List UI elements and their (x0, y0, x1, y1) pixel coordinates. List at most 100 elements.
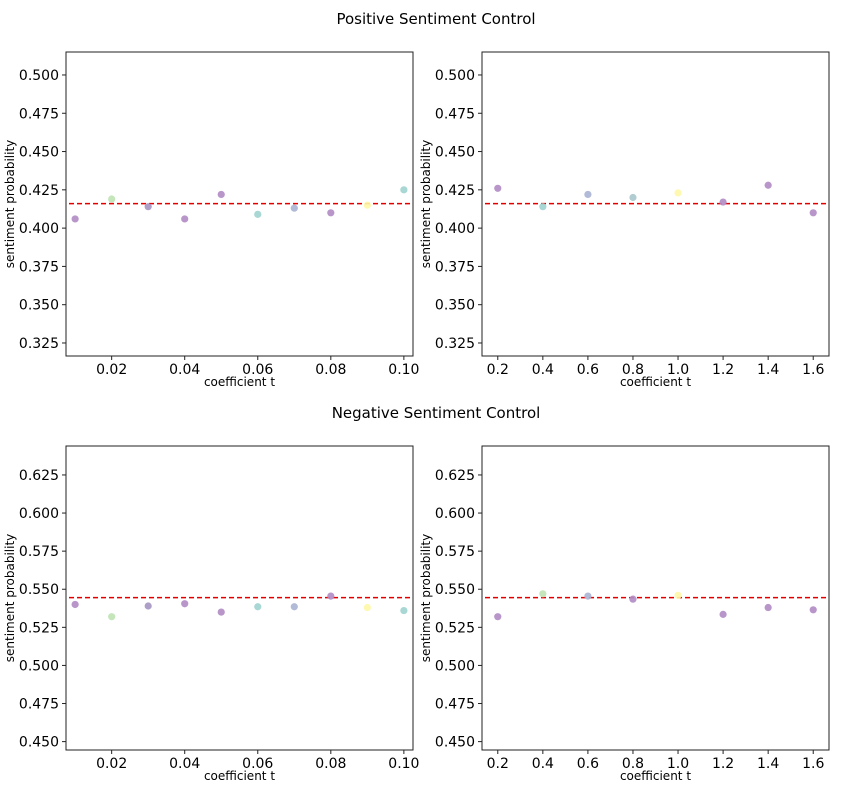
y-tick-label: 0.575 (435, 544, 475, 560)
negative-right-panel: 0.450 0.475 0.500 0.525 0.550 0.575 0.600 0.625… (419, 445, 830, 783)
data-point (254, 210, 262, 218)
x-tick-label: 0.4 (532, 756, 554, 772)
data-point (144, 203, 152, 211)
data-point (584, 592, 592, 600)
data-point (327, 209, 335, 217)
data-point (108, 195, 116, 203)
data-point (363, 201, 371, 209)
y-tick-label: 0.375 (435, 259, 475, 275)
y-tick-label: 0.500 (435, 658, 475, 674)
data-point (674, 591, 682, 599)
y-tick-label: 0.525 (19, 620, 59, 636)
x-tick-label: 0.04 (169, 756, 200, 772)
x-axis-label: coefficient t (620, 375, 691, 389)
x-tick-label: 0.2 (487, 362, 509, 378)
x-tick-label: 1.4 (757, 756, 779, 772)
x-tick-label: 0.08 (315, 362, 346, 378)
x-tick-label: 0.04 (169, 362, 200, 378)
y-axis-label: sentiment probability (419, 140, 433, 269)
y-tick-label: 0.500 (435, 68, 475, 84)
y-tick-label: 0.425 (435, 183, 475, 199)
x-axis-label: coefficient t (620, 769, 691, 783)
data-point (144, 602, 152, 610)
data-point (327, 592, 335, 600)
x-tick-label: 0.02 (96, 362, 127, 378)
x-tick-label: 0.02 (96, 756, 127, 772)
y-tick-label: 0.500 (19, 658, 59, 674)
negative-group-title: Negative Sentiment Control (332, 404, 541, 422)
y-axis-label: sentiment probability (3, 534, 17, 663)
data-point (539, 203, 547, 211)
x-tick-label: 1.2 (712, 756, 734, 772)
y-tick-label: 0.550 (435, 582, 475, 598)
x-tick-label: 1.2 (712, 362, 734, 378)
data-point (674, 189, 682, 197)
data-point (809, 209, 817, 217)
data-point (539, 590, 547, 598)
x-tick-label: 1.6 (802, 756, 824, 772)
positive-right-panel: 0.325 0.350 0.375 0.400 0.425 0.450 0.475 0.500… (419, 51, 830, 389)
x-axis-label: coefficient t (204, 375, 275, 389)
y-tick-label: 0.600 (435, 506, 475, 522)
x-tick-label: 1.0 (667, 756, 689, 772)
x-tick-label: 1.4 (757, 362, 779, 378)
x-tick-label: 0.8 (622, 756, 644, 772)
data-point (71, 215, 79, 223)
y-tick-label: 0.450 (435, 145, 475, 161)
y-tick-label: 0.450 (19, 735, 59, 751)
y-tick-label: 0.450 (19, 145, 59, 161)
y-tick-label: 0.575 (19, 544, 59, 560)
y-tick-label: 0.325 (19, 336, 59, 352)
data-point (217, 190, 225, 199)
x-tick-label: 0.4 (532, 362, 554, 378)
positive-group-title: Positive Sentiment Control (336, 10, 535, 28)
data-point (181, 215, 189, 223)
y-tick-label: 0.600 (19, 506, 59, 522)
y-tick-label: 0.625 (19, 468, 59, 484)
y-tick-label: 0.350 (435, 298, 475, 314)
y-tick-label: 0.425 (19, 183, 59, 199)
data-point (494, 184, 502, 192)
x-tick-label: 0.6 (577, 362, 599, 378)
y-axis-label: sentiment probability (419, 534, 433, 663)
y-tick-label: 0.400 (435, 221, 475, 237)
data-point (719, 610, 727, 618)
x-tick-label: 0.10 (388, 756, 419, 772)
data-point (363, 603, 371, 612)
y-tick-label: 0.625 (435, 468, 475, 484)
x-tick-label: 0.08 (315, 756, 346, 772)
positive-left-panel: 0.325 0.350 0.375 0.400 0.425 0.450 0.475 0.500… (3, 51, 419, 389)
x-tick-label: 0.6 (577, 756, 599, 772)
x-tick-label: 0.06 (242, 362, 273, 378)
data-point (764, 603, 772, 612)
data-point (809, 606, 817, 614)
x-tick-label: 0.2 (487, 756, 509, 772)
negative-right-plot-area (481, 445, 830, 751)
data-point (629, 595, 637, 603)
y-tick-label: 0.450 (435, 735, 475, 751)
data-point (217, 608, 225, 616)
data-point (254, 603, 262, 611)
data-point (108, 613, 116, 621)
data-point (71, 600, 79, 609)
y-tick-label: 0.400 (19, 221, 59, 237)
y-tick-label: 0.525 (435, 620, 475, 636)
positive-right-plot-area (481, 51, 830, 357)
data-point (181, 600, 189, 608)
data-point (400, 606, 408, 615)
y-tick-label: 0.375 (19, 259, 59, 275)
y-tick-label: 0.475 (19, 106, 59, 122)
y-tick-label: 0.500 (19, 68, 59, 84)
x-tick-label: 1.0 (667, 362, 689, 378)
y-tick-label: 0.325 (435, 336, 475, 352)
data-point (764, 181, 772, 189)
data-point (584, 190, 592, 199)
data-point (400, 186, 408, 194)
data-point (494, 613, 502, 621)
y-tick-label: 0.475 (435, 697, 475, 713)
negative-left-plot-area (65, 445, 414, 751)
y-axis-label: sentiment probability (3, 140, 17, 269)
y-tick-label: 0.350 (19, 298, 59, 314)
y-tick-label: 0.475 (19, 697, 59, 713)
